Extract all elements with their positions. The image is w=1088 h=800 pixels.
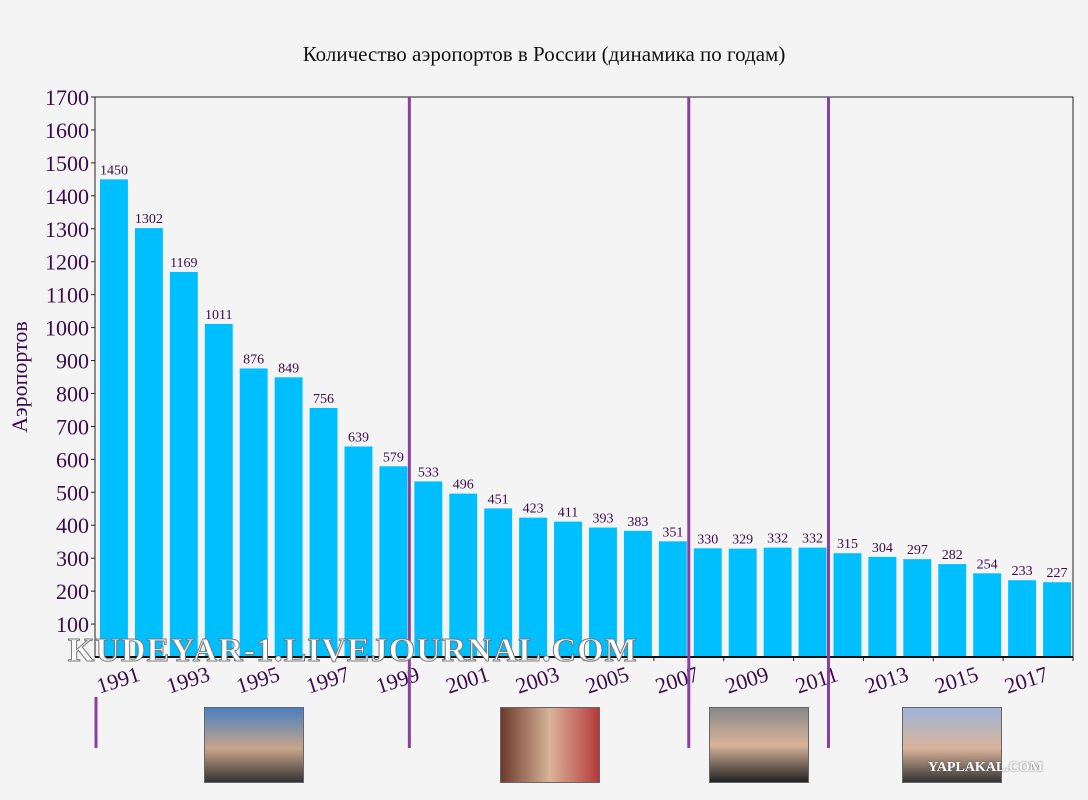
chart-title: Количество аэропортов в России (динамика… [302,42,786,66]
data-label: 451 [488,492,509,507]
x-tick-label: 2015 [932,661,982,698]
data-label: 304 [872,541,893,556]
data-label: 756 [313,392,334,407]
y-tick-label: 100 [56,612,89,637]
data-label: 579 [383,450,404,465]
data-label: 423 [523,502,544,517]
bar [239,368,268,657]
y-tick-label: 1300 [45,217,89,242]
data-label: 1450 [100,163,128,178]
x-tick-label: 2009 [722,661,772,698]
bar [833,553,862,657]
bar [868,556,897,657]
data-label: 233 [1012,564,1033,579]
data-label: 876 [243,352,264,367]
data-label: 411 [558,506,578,521]
y-tick-label: 900 [56,349,89,374]
y-tick-label: 1600 [45,118,89,143]
bar [169,271,198,657]
y-tick-label: 1700 [45,85,89,110]
data-label: 1302 [135,212,163,227]
bar [623,530,652,657]
data-label: 1011 [205,308,232,323]
data-label: 315 [837,537,858,552]
bar [693,548,722,657]
y-tick-label: 1200 [45,250,89,275]
y-tick-label: 700 [56,414,89,439]
data-label: 332 [802,532,823,547]
y-tick-label: 300 [56,546,89,571]
photo-putin-1 [500,707,600,783]
y-tick-label: 200 [56,579,89,604]
bar [973,573,1002,657]
bar [658,541,687,657]
x-tick-label: 2011 [792,661,841,698]
data-label: 254 [977,557,998,572]
data-label: 330 [697,532,718,547]
data-label: 297 [907,543,928,558]
bar [204,323,233,657]
y-tick-label: 800 [56,381,89,406]
data-label: 1169 [170,256,197,271]
bar [309,407,338,657]
x-tick-label: 2017 [1002,661,1052,698]
x-tick-label: 2013 [862,661,912,698]
bar [938,564,967,657]
data-label: 332 [767,532,788,547]
y-tick-label: 600 [56,447,89,472]
bar [379,466,408,657]
data-label: 351 [662,525,683,540]
bar [763,547,792,657]
y-tick-label: 1400 [45,184,89,209]
bar [344,446,373,657]
y-tick-label: 1000 [45,316,89,341]
data-label: 227 [1047,566,1068,581]
data-label: 639 [348,431,369,446]
bar [519,517,548,657]
data-label: 393 [592,512,613,527]
bar [1008,580,1037,657]
data-label: 383 [627,515,648,530]
data-label: 329 [732,533,753,548]
data-label: 849 [278,361,299,376]
y-tick-label: 1500 [45,151,89,176]
bar [100,179,128,657]
data-label: 533 [418,465,439,480]
bar [728,548,757,657]
bar [274,377,303,657]
bar [134,228,163,657]
watermark-yaplakal: YAPLAKAL.COM [928,760,1043,775]
bar [1043,582,1071,657]
bar [798,547,827,657]
data-label: 282 [942,548,963,563]
bar [484,508,513,657]
y-tick-label: 500 [56,480,89,505]
y-tick-label: 400 [56,513,89,538]
bar [589,527,617,657]
y-axis-label: Аэропортов [7,321,32,433]
photo-medvedev [709,707,809,783]
bar [414,481,443,657]
photo-putin-2 [902,707,1002,783]
watermark-livejournal: KUDEYAR-1.LIVEJOURNAL.COM [68,632,638,670]
y-tick-label: 1100 [46,283,89,308]
photo-yeltsin [204,707,304,783]
x-tick-label: 2007 [652,661,702,698]
bar [449,493,478,657]
bar [903,559,932,657]
bar [554,521,582,657]
data-label: 496 [453,478,474,493]
